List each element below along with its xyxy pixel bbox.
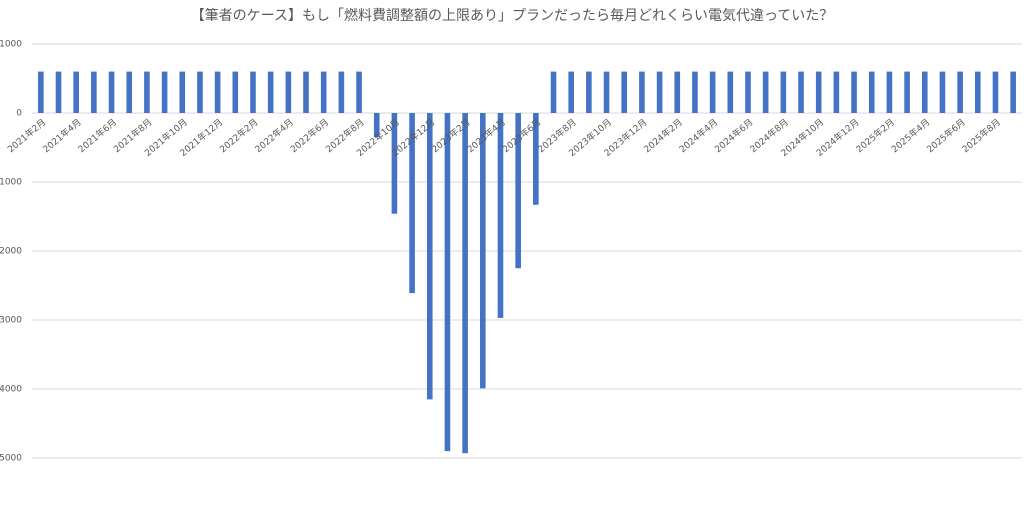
bar	[586, 71, 592, 113]
y-tick-label: -3000	[0, 316, 22, 326]
y-tick-label: -2000	[0, 247, 22, 257]
bar	[55, 71, 62, 113]
bar	[780, 71, 787, 113]
bar	[1010, 71, 1016, 113]
x-tick-label: 2025年8月	[960, 116, 1003, 155]
bar	[674, 71, 681, 113]
bar	[391, 113, 398, 214]
bar	[373, 113, 380, 138]
bar	[886, 71, 893, 113]
bar	[91, 71, 97, 113]
bar	[285, 71, 292, 113]
y-tick-label: -1000	[0, 178, 22, 188]
bar	[992, 71, 999, 113]
bar	[232, 71, 239, 113]
bar	[639, 71, 645, 113]
bar	[108, 71, 115, 113]
bar	[497, 113, 504, 318]
bar	[426, 113, 433, 400]
bar	[921, 71, 928, 113]
bar	[38, 71, 44, 113]
bar	[762, 71, 769, 113]
bar	[214, 71, 221, 113]
bar	[126, 71, 133, 113]
bar	[868, 71, 875, 113]
bar	[267, 71, 274, 113]
bar	[356, 71, 362, 113]
bar	[161, 71, 168, 113]
bar	[179, 71, 186, 113]
bar	[320, 71, 327, 113]
y-tick-label: -5000	[0, 454, 22, 464]
bar	[603, 71, 610, 113]
bar	[727, 71, 734, 113]
bar	[904, 71, 910, 113]
bar	[73, 71, 79, 113]
bar	[250, 71, 256, 113]
bar	[303, 71, 309, 113]
bar	[957, 71, 963, 113]
bar	[939, 71, 946, 113]
bar	[745, 71, 751, 113]
y-tick-label: -4000	[0, 385, 22, 395]
bar	[692, 71, 698, 113]
bar	[798, 71, 804, 113]
y-tick-label: 1000	[0, 40, 22, 50]
bar	[462, 113, 468, 454]
bar	[515, 113, 521, 269]
y-tick-label: 0	[16, 109, 22, 119]
bar	[621, 71, 628, 113]
bar	[709, 71, 716, 113]
bar	[533, 113, 539, 205]
bar	[197, 71, 203, 113]
bar	[144, 71, 150, 113]
bar	[444, 113, 451, 452]
bar	[833, 71, 840, 113]
chart-title: 【筆者のケース】もし「燃料費調整額の上限あり」プランだったら毎月どれくらい電気代…	[191, 7, 834, 24]
bar	[550, 71, 557, 113]
bar	[409, 113, 415, 294]
bar	[480, 113, 486, 389]
bar	[568, 71, 574, 113]
bar	[975, 71, 981, 113]
bar	[656, 71, 663, 113]
bar	[815, 71, 822, 113]
bar	[338, 71, 345, 113]
bar	[851, 71, 857, 113]
